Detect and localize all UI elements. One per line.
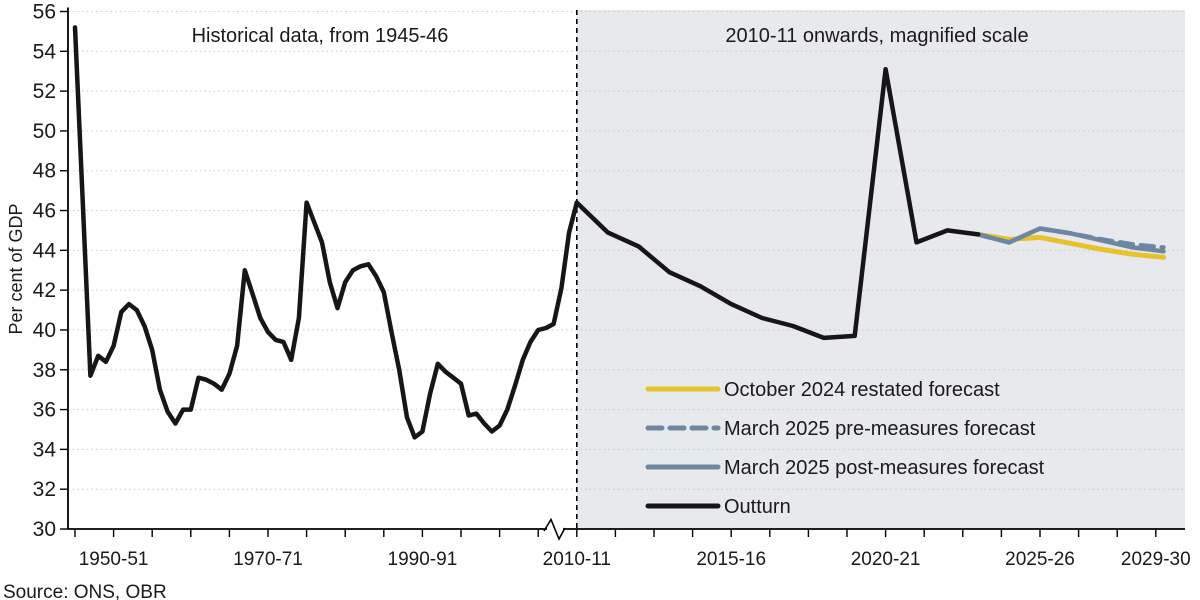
y-tick-label: 40 <box>33 319 56 342</box>
legend-label-march-2025-pre-measures-forecast: March 2025 pre-measures forecast <box>724 418 1036 440</box>
y-tick-label: 32 <box>33 478 56 501</box>
y-tick-label: 30 <box>33 518 56 541</box>
y-tick-label: 44 <box>33 239 57 262</box>
y-tick-label: 56 <box>33 1 56 24</box>
source-text: Source: ONS, OBR <box>3 582 167 600</box>
x-tick-label: 2029-30 <box>1121 549 1191 570</box>
series-march-2025-post-measures-forecast <box>975 226 1166 254</box>
y-tick-label: 48 <box>33 160 56 183</box>
y-tick-label: 38 <box>33 359 56 382</box>
y-tick-label: 34 <box>33 438 57 461</box>
series-outturn-magnified-annual-from-2010-11 <box>574 66 981 341</box>
y-tick-label: 50 <box>33 120 56 143</box>
right-region-annotation: 2010-11 onwards, magnified scale <box>725 25 1028 47</box>
y-axis-title: Per cent of GDP <box>6 203 26 334</box>
series-outturn-historical-annual-from-1945-46 <box>72 25 580 440</box>
y-tick-label: 42 <box>33 279 56 302</box>
x-tick-label: 1970-71 <box>233 549 303 570</box>
legend-label-march-2025-post-measures-forecast: March 2025 post-measures forecast <box>724 457 1045 479</box>
y-tick-label: 52 <box>33 80 56 103</box>
legend-label-october-2024-restated-forecast: October 2024 restated forecast <box>724 379 1000 401</box>
x-tick-label: 2010-11 <box>543 549 611 570</box>
x-tick-label: 1990-91 <box>388 549 458 570</box>
axis-break-icon <box>543 517 566 541</box>
x-tick-label: 1950-51 <box>79 549 149 570</box>
x-tick-label: 2015-16 <box>696 549 766 570</box>
series-october-2024-restated-forecast <box>975 231 1166 260</box>
left-region-annotation: Historical data, from 1945-46 <box>192 25 449 47</box>
legend-label-outturn: Outturn <box>724 496 791 518</box>
x-tick-label: 2025-26 <box>1005 549 1075 570</box>
y-tick-label: 46 <box>33 200 56 223</box>
y-tick-label: 54 <box>33 40 57 63</box>
y-tick-label: 36 <box>33 399 56 422</box>
x-tick-label: 2020-21 <box>851 549 921 570</box>
